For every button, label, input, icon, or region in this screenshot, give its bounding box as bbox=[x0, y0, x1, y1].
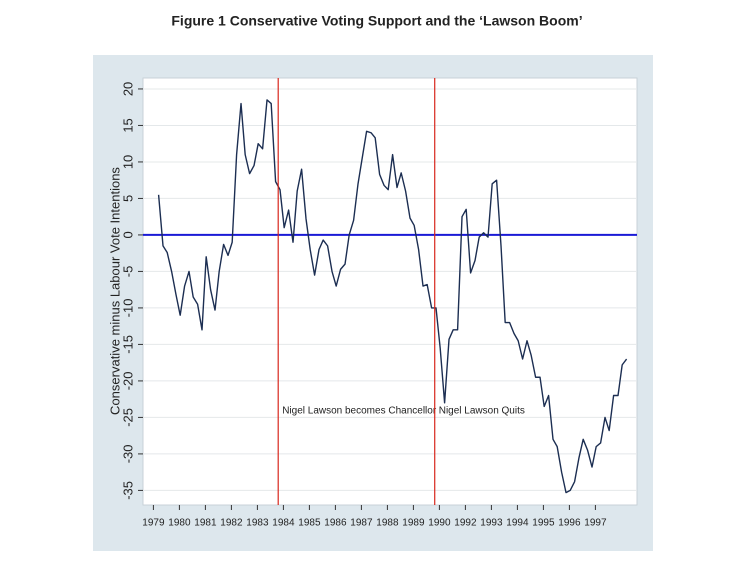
x-tick-label: 1982 bbox=[220, 518, 243, 529]
x-tick-label: 1980 bbox=[168, 518, 191, 529]
y-tick-label: -5 bbox=[120, 266, 135, 278]
data-line bbox=[157, 99, 628, 494]
annotation-label: Nigel Lawson becomes Chancellor bbox=[282, 406, 437, 417]
y-tick-label: -15 bbox=[120, 335, 135, 354]
y-tick-label: -25 bbox=[120, 408, 135, 427]
x-tick-label: 1984 bbox=[272, 518, 295, 529]
x-tick-label: 1986 bbox=[324, 518, 347, 529]
x-tick-label: 1992 bbox=[454, 518, 477, 529]
y-tick-label: -10 bbox=[120, 299, 135, 318]
x-tick-label: 1996 bbox=[558, 518, 581, 529]
y-tick-label: 0 bbox=[120, 231, 135, 238]
x-tick-label: 1985 bbox=[298, 518, 321, 529]
x-tick-label: 1995 bbox=[532, 518, 555, 529]
x-tick-label: 1994 bbox=[506, 518, 529, 529]
x-tick-label: 1981 bbox=[194, 518, 217, 529]
y-tick-label: 15 bbox=[120, 118, 135, 132]
x-tick-label: 1993 bbox=[480, 518, 503, 529]
x-tick-label: 1987 bbox=[350, 518, 373, 529]
x-tick-label: 1989 bbox=[402, 518, 425, 529]
x-tick-label: 1983 bbox=[246, 518, 269, 529]
annotation-label: Nigel Lawson Quits bbox=[439, 406, 525, 417]
x-tick-label: 1979 bbox=[142, 518, 165, 529]
x-tick-label: 1988 bbox=[376, 518, 399, 529]
y-axis-label: Conservative minus Labour Vote Intention… bbox=[107, 167, 122, 415]
x-tick-label: 1997 bbox=[584, 518, 607, 529]
plot-area bbox=[142, 77, 638, 506]
y-tick-label: 10 bbox=[120, 155, 135, 169]
x-tick-label: 1990 bbox=[428, 518, 451, 529]
y-tick-label: -30 bbox=[120, 445, 135, 464]
y-tick-label: -35 bbox=[120, 481, 135, 500]
y-tick-label: 5 bbox=[120, 195, 135, 202]
y-tick-label: 20 bbox=[120, 82, 135, 96]
y-tick-label: -20 bbox=[120, 372, 135, 391]
chart-title: Figure 1 Conservative Voting Support and… bbox=[171, 13, 582, 29]
